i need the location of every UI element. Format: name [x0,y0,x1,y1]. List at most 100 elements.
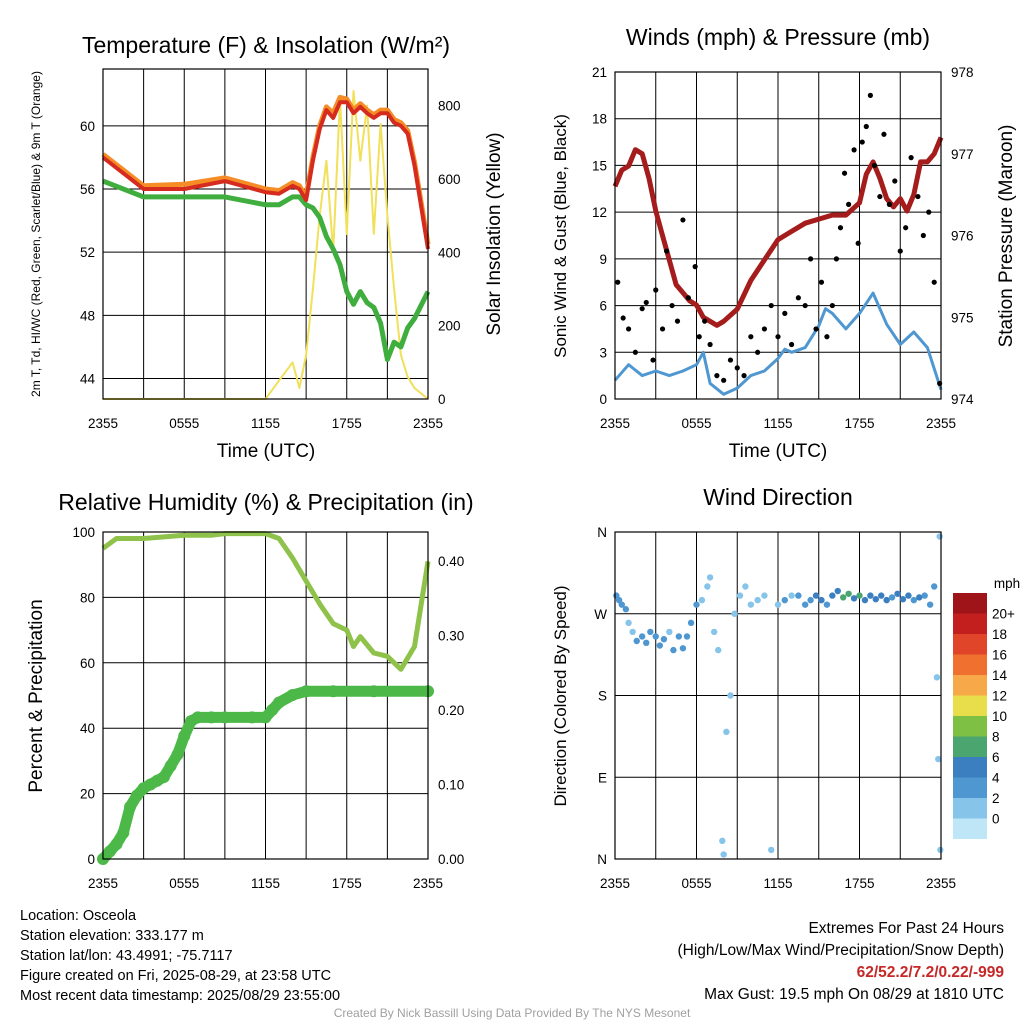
legend-label: 10 [992,709,1007,724]
y-tick-label-left: 56 [80,182,95,197]
credit-line: Created By Nick Bassill Using Data Provi… [333,1006,691,1020]
direction-point [899,596,907,603]
temperature-plot-frame [102,68,429,400]
precip-point [327,685,340,698]
legend-swatch [953,695,987,716]
direction-point [856,592,863,599]
y-tick-label-left: 100 [72,525,95,540]
direction-point [894,590,901,597]
direction-point [720,851,727,858]
gust-point [841,170,848,176]
direction-point [781,596,788,604]
direction-point [801,601,809,608]
x-tick-label: 2355 [600,416,630,431]
x-tick-label: 2355 [600,876,630,891]
gust-point [696,334,702,340]
gust-point [859,139,865,145]
humidity-ticks: 2355 0555 1155 1755 2355 0 20 40 60 80 100 0.00 0.10… [72,525,464,891]
legend-label: 4 [992,771,1000,786]
x-tick-label: 1755 [332,876,362,891]
direction-point [910,596,918,604]
direction-point [867,592,874,599]
precip-point [273,696,286,709]
gust-point [761,326,768,332]
gust-point [915,193,921,200]
gust-point [639,306,645,312]
direction-point [931,583,938,590]
gust-point [741,373,747,379]
legend-label: 0 [992,812,1000,827]
y-tick-label-left: 60 [80,119,95,134]
legend-swatch [953,675,987,696]
precip-point [286,689,299,702]
direction-point [937,846,944,854]
gust-point [782,310,788,316]
x-tick-label: 1755 [332,416,362,431]
series-line-td [102,178,431,362]
y-tick-label-right: 0.10 [438,777,464,792]
gust-point [920,232,926,239]
direction-point [618,601,625,608]
gust-point [632,349,638,355]
gust-point [702,318,708,324]
gust-point [669,302,675,309]
y-tick-label-left: W [594,607,607,622]
direction-plot-frame [614,531,942,860]
x-tick-label: 1755 [844,416,874,431]
gust-point [813,326,819,332]
y-tick-label-left: 15 [592,158,607,173]
precip-point [124,800,137,813]
direction-point [706,574,714,581]
direction-grid [615,532,941,859]
station-info: Location: Osceola Station elevation: 333… [20,906,340,1006]
gust-point [795,295,801,301]
direction-point [921,592,928,599]
direction-point [768,846,775,854]
y-tick-label-left: 60 [80,656,95,671]
direction-point [698,596,706,604]
extremes-heading: Extremes For Past 24 Hours [808,920,1004,937]
temperature-panel: Temperature (F) & Insolation (W/m²) 2355… [29,32,505,462]
gust-point [846,201,852,207]
y-tick-label-right: 977 [951,147,974,162]
direction-point [834,587,841,595]
x-tick-label: 1155 [251,416,280,431]
y-tick-label-left: 20 [80,787,95,802]
humidity-panel: Relative Humidity (%) & Precipitation (i… [26,489,474,891]
direction-point [715,646,722,654]
direction-point [643,639,650,647]
winds-xlabel: Time (UTC) [729,441,828,462]
direction-point [878,592,885,599]
legend-swatch [953,716,987,737]
direction-point [933,674,941,681]
direction-point [818,596,825,604]
legend-label: 6 [992,750,1000,765]
direction-ticks: 2355 0555 1155 1755 2355 N E S W N [594,525,956,891]
gust-point [768,302,774,309]
gust-point [903,225,909,231]
humidity-panel-title: Relative Humidity (%) & Precipitation (i… [58,489,473,515]
precip-point [367,685,380,698]
temperature-ylabel-left: 2m T, Td, HI/WC (Red, Green, Scarlet/Blu… [29,71,43,397]
direction-point [736,592,744,599]
y-tick-label-left: N [597,852,607,867]
gust-point [863,123,869,130]
y-tick-label-left: 0 [87,852,95,867]
direction-point [670,646,677,654]
gust-point [707,341,713,348]
direction-point [656,642,664,649]
direction-point [666,628,673,636]
y-tick-label-left: 18 [592,112,607,127]
gust-point [837,225,844,231]
direction-point [883,596,890,604]
legend-swatch [953,736,987,757]
x-tick-label: 1155 [251,876,280,891]
speed-legend: 20+ 18 16 14 12 10 8 6 4 2 0 [953,593,1015,839]
y-tick-label-left: 6 [599,299,607,314]
gust-point [659,326,666,332]
x-tick-label: 0555 [681,876,711,891]
y-tick-label-right: 0.00 [438,852,464,867]
x-tick-label: 0555 [681,416,711,431]
direction-point [675,633,683,640]
station-latlon: Station lat/lon: 43.4991; -75.7117 [20,948,233,964]
